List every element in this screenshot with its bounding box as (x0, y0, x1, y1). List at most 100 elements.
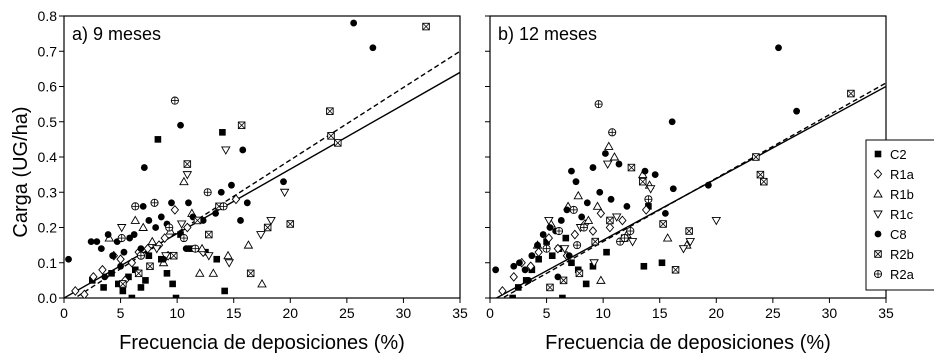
y-axis-label: Carga (UG/ha) (10, 106, 32, 237)
panel-a-point-C2-18 (221, 287, 228, 295)
panel-a-point-C8-29 (369, 44, 377, 52)
panel-a-point-R1b-1 (130, 215, 141, 224)
panel-a-point-C8-17 (177, 121, 184, 129)
panel-b-xtick-label-0: 0 (486, 305, 494, 321)
panel-a-point-C8-4 (104, 231, 112, 238)
panel-b-point-C2-16 (658, 259, 666, 267)
panel-a-point-R1b-6 (179, 176, 189, 186)
panel-a-point-R1c-8 (256, 231, 266, 240)
panel-a-point-C2-3 (115, 280, 122, 288)
panel-b-title: b) 12 meses (498, 24, 597, 44)
panel-a-point-C2-21 (172, 294, 180, 298)
panel-b-xtick-label-10: 10 (595, 305, 611, 321)
panel-a-point-R2b-8 (246, 269, 255, 278)
panel-a-point-R1c-7 (224, 259, 234, 268)
panel-a-point-R2b-0 (119, 280, 127, 288)
panel-b-point-R2a-2 (569, 205, 578, 214)
panel-b-point-R1b-7 (609, 152, 620, 161)
legend-marker-R1c (873, 210, 883, 219)
panel-a-point-C2-2 (108, 270, 115, 277)
panel-a-point-R2b-14 (422, 22, 430, 31)
panel-a-point-C2-7 (137, 284, 145, 291)
panel-b-point-C8-7 (546, 224, 554, 231)
panel-b-point-C2-11 (589, 262, 597, 270)
panel-b-point-C2-12 (603, 248, 610, 256)
panel-b-point-R1c-7 (645, 185, 656, 194)
panel-b-point-C8-16 (596, 188, 604, 196)
panel-b-point-R1a-14 (641, 204, 651, 215)
panel-a-point-C8-10 (137, 245, 145, 253)
panel-b-point-R1b-6 (604, 141, 614, 150)
panel-a-point-R1c-5 (204, 252, 214, 261)
panel-a-point-R2a-3 (165, 223, 174, 232)
panel-a-point-R1a-10 (160, 233, 169, 243)
panel-a-ytick-label-0.5: 0.5 (38, 114, 58, 130)
panel-a-point-R2a-6 (191, 244, 200, 253)
panel-b-point-R2b-3 (591, 237, 599, 246)
panel-b-point-R2b-6 (638, 177, 647, 186)
legend-label-R1c: R1c (890, 207, 914, 222)
panel-b-point-C8-19 (615, 160, 623, 168)
panel-b-point-C8-25 (669, 185, 677, 193)
panel-a-xtick-label-30: 30 (396, 305, 412, 321)
panel-b-point-C8-30 (525, 276, 532, 284)
legend-marker-C2 (874, 150, 882, 158)
panel-b-point-C8-0 (492, 266, 500, 274)
panel-b-point-R1a-10 (588, 226, 598, 236)
panel-a-ytick-label-0.1: 0.1 (38, 255, 58, 271)
panel-b-point-C2-18 (559, 294, 566, 298)
panel-a-point-C8-3 (97, 245, 105, 253)
panel-a-point-C2-4 (119, 287, 127, 295)
panel-b-point-R2b-8 (671, 266, 680, 274)
panel-b-12-meses: b) 12 meses Frecuencia de deposiciones (… (485, 15, 894, 354)
panel-b-point-R1a-11 (596, 208, 606, 219)
legend-marker-R2a (873, 269, 883, 279)
panel-a-point-C8-32 (101, 273, 109, 281)
panel-b-point-C2-0 (514, 284, 522, 291)
legend-label-C2: C2 (890, 147, 907, 162)
panel-b-point-C2-7 (562, 234, 570, 242)
panel-a-point-C8-21 (212, 210, 220, 217)
panel-a-point-R2a-0 (117, 234, 126, 243)
panel-b-xtick-label-30: 30 (822, 305, 838, 321)
panel-b-point-R1b-11 (662, 233, 673, 242)
panel-a-xtick-label-35: 35 (452, 305, 468, 321)
panel-a-point-R2a-2 (150, 198, 159, 207)
panel-b-point-R2b-7 (659, 220, 667, 228)
panel-b-point-C8-10 (563, 206, 571, 214)
panel-b-point-R2a-1 (554, 226, 564, 236)
panel-a-point-C8-34 (185, 199, 192, 207)
panel-a-point-R1b-13 (194, 268, 205, 277)
panel-a-point-C2-1 (100, 284, 107, 291)
panel-a-point-R2b-4 (183, 160, 192, 168)
panel-a-point-C2-5 (125, 273, 132, 281)
panel-a-point-R1a-1 (80, 289, 89, 298)
panel-b-point-R2b-1 (559, 276, 568, 285)
panel-b-xtick-label-35: 35 (878, 305, 894, 321)
legend-marker-R1b (873, 189, 883, 198)
panel-a-point-R1b-9 (208, 268, 219, 277)
panel-b-point-C8-3 (521, 266, 529, 274)
legend-label-R2b: R2b (890, 247, 914, 262)
panel-b-point-C2-4 (543, 238, 550, 245)
panel-b-point-R1b-5 (592, 201, 603, 210)
panel-b-point-R1c-8 (678, 245, 689, 254)
panel-b-xtick-label-5: 5 (543, 305, 551, 321)
panel-a-point-R1b-10 (223, 250, 233, 260)
panel-b-point-C8-20 (623, 202, 631, 210)
panel-a-point-C2-13 (169, 280, 176, 288)
panel-b-point-C2-14 (640, 262, 648, 270)
panel-b-fit-line-dashed (501, 82, 886, 298)
panel-b-point-C8-22 (651, 171, 659, 179)
legend-marker-R2b (874, 250, 882, 258)
panel-a-point-C8-5 (109, 252, 117, 260)
panel-a-frame (63, 15, 461, 299)
panel-b-point-R2a-9 (644, 195, 653, 204)
panel-b-point-C8-27 (775, 44, 782, 52)
panel-b-point-C8-14 (583, 199, 591, 207)
panel-a-point-R2b-11 (326, 107, 334, 115)
panel-a-point-C8-30 (140, 164, 148, 171)
panel-a-point-C8-11 (139, 202, 147, 210)
panel-a-point-R2a-8 (219, 202, 228, 211)
